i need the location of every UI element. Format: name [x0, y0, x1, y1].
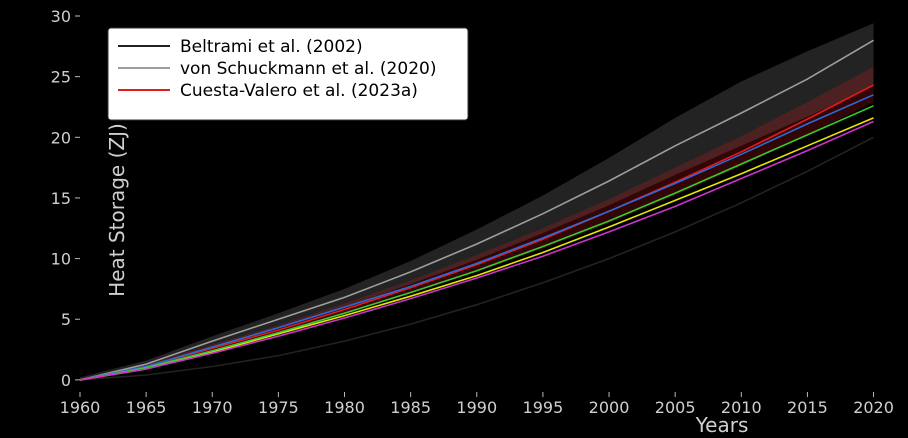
series-line-1 [79, 136, 874, 381]
x-tick-label: 2000 [589, 398, 630, 417]
x-tick-label: 1990 [456, 398, 497, 417]
x-tick-label: 1980 [324, 398, 365, 417]
legend-box [107, 27, 469, 121]
series-line-6 [79, 105, 874, 381]
legend: Beltrami et al. (2002)von Schuckmann et … [107, 27, 469, 121]
y-tick-label: 30 [51, 7, 71, 26]
y-axis: 0 5 10 15 20 25 30 [51, 7, 80, 390]
x-tick-label: 1985 [390, 398, 431, 417]
uncertainty-bands [80, 23, 874, 382]
series-line-7 [79, 120, 874, 381]
y-tick-label: 5 [61, 310, 71, 329]
series-line-2 [79, 39, 874, 381]
legend-entry: Beltrami et al. (2002) [180, 37, 363, 57]
x-tick-label: 2005 [655, 398, 696, 417]
x-tick-label: 2010 [721, 398, 762, 417]
y-tick-label: 15 [51, 189, 71, 208]
y-tick-label: 20 [51, 128, 71, 147]
legend-entry: von Schuckmann et al. (2020) [180, 59, 436, 79]
series-lines [79, 39, 874, 381]
x-tick-label: 1975 [258, 398, 299, 417]
band-2 [80, 23, 874, 382]
y-tick-label: 10 [51, 250, 71, 269]
x-tick-label: 1995 [523, 398, 564, 417]
x-axis-label: Years [695, 413, 749, 437]
x-axis: 1960 1965 1970 1975 1980 1985 1990 1995 2000 2005… [60, 392, 894, 417]
legend-entry: Cuesta-Valero et al. (2023a) [180, 81, 418, 101]
x-tick-label: 1965 [126, 398, 167, 417]
x-tick-label: 2020 [853, 398, 894, 417]
series-line-5 [79, 117, 874, 381]
x-tick-label: 2015 [787, 398, 828, 417]
series-line-3 [79, 84, 874, 381]
x-tick-label: 1970 [192, 398, 233, 417]
series-line-4 [79, 94, 874, 381]
y-tick-label: 25 [51, 68, 71, 87]
y-tick-label: 0 [61, 371, 71, 390]
y-axis-label: Heat Storage (ZJ) [105, 123, 129, 297]
x-tick-label: 1960 [60, 398, 101, 417]
